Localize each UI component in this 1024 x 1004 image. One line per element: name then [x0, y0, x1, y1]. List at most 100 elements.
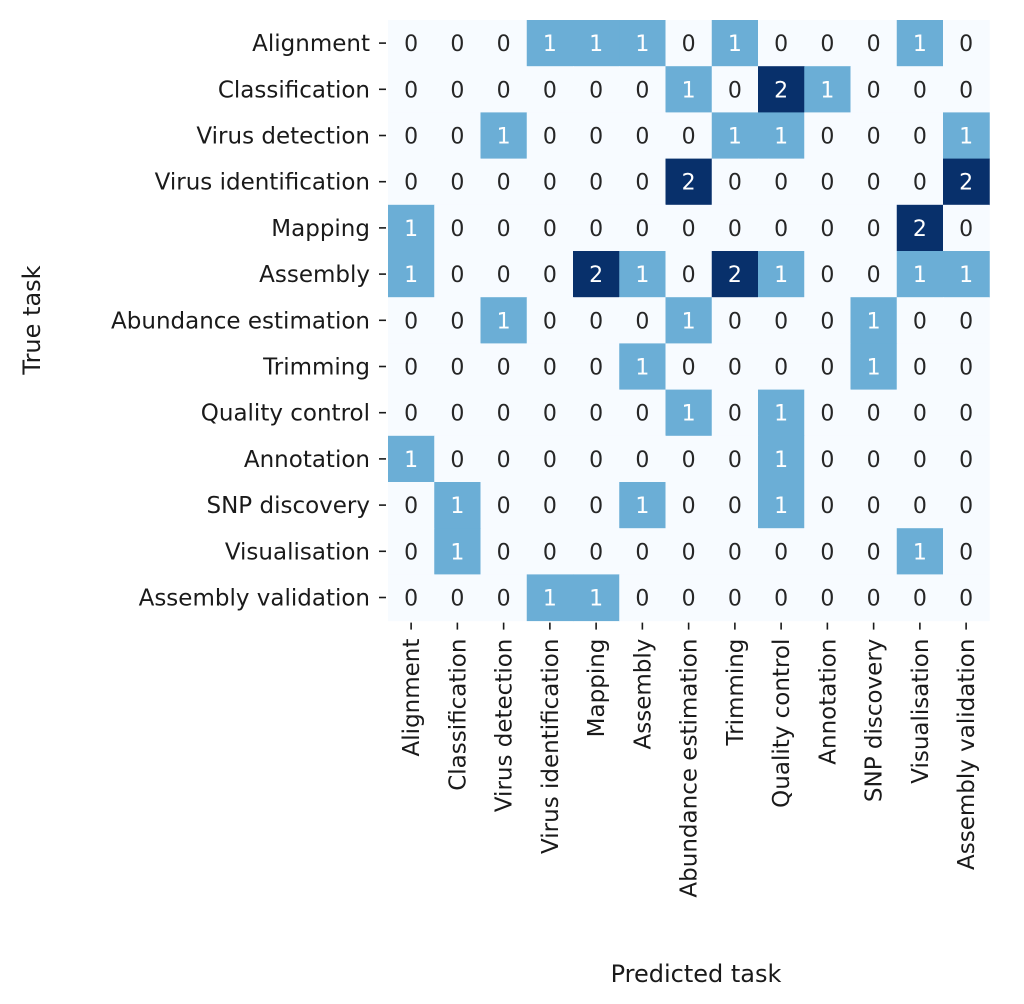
heatmap-cell-r2-c10	[850, 112, 898, 160]
heatmap-cell-label-r1-c11: 0	[913, 78, 927, 103]
heatmap-cell-r7-c5	[619, 343, 666, 391]
heatmap-cell-r12-c5	[619, 574, 666, 622]
heatmap-cell-label-r2-c10: 0	[867, 125, 881, 150]
heatmap-cell-r0-c1	[434, 20, 481, 67]
y-tick-label-assembly-validation: Assembly validation	[139, 586, 370, 612]
heatmap-cell-label-r3-c11: 0	[913, 171, 927, 196]
heatmap-cell-r3-c11	[896, 158, 944, 206]
y-tick-label-abundance-estimation: Abundance estimation	[111, 308, 370, 334]
heatmap-cell-label-r3-c3: 0	[543, 171, 557, 196]
heatmap-cell-label-r11-c8: 0	[774, 540, 788, 565]
heatmap-cell-label-r1-c7: 0	[728, 78, 742, 103]
heatmap-cell-r1-c11	[896, 66, 944, 113]
heatmap-cell-label-r11-c0: 0	[404, 540, 418, 565]
heatmap-cell-r2-c1	[434, 112, 481, 160]
heatmap-cell-r1-c2	[480, 66, 528, 113]
heatmap-cell-r5-c0	[388, 251, 435, 298]
heatmap-cell-label-r4-c1: 0	[450, 217, 464, 242]
heatmap-cell-label-r6-c5: 0	[635, 309, 649, 334]
heatmap-cell-r11-c4	[573, 528, 620, 575]
heatmap-cell-label-r3-c6: 2	[682, 171, 696, 196]
x-tick-label-quality-control: Quality control	[769, 639, 795, 808]
heatmap-cell-r1-c5	[619, 66, 666, 113]
heatmap-cell-r4-c2	[480, 204, 528, 252]
x-tick-label-assembly-validation: Assembly validation	[954, 639, 980, 870]
heatmap-cell-label-r0-c3: 1	[543, 32, 557, 57]
heatmap-cell-r9-c12	[943, 435, 990, 483]
heatmap-cell-r12-c3	[526, 574, 574, 622]
heatmap-cell-label-r7-c6: 0	[682, 356, 696, 381]
heatmap-cell-label-r12-c6: 0	[682, 587, 696, 612]
heatmap-cell-label-r3-c5: 0	[635, 171, 649, 196]
y-tick-label-quality-control: Quality control	[201, 401, 370, 427]
heatmap-cell-r9-c5	[619, 435, 666, 483]
heatmap-cell-r0-c2	[480, 20, 528, 67]
heatmap-cell-r2-c4	[573, 112, 620, 160]
heatmap-cell-r6-c4	[573, 297, 620, 344]
heatmap-cell-label-r8-c11: 0	[913, 402, 927, 427]
x-tick-label-snp-discovery: SNP discovery	[862, 639, 888, 803]
heatmap-cell-label-r7-c2: 0	[497, 356, 511, 381]
heatmap-cell-r11-c8	[758, 528, 805, 575]
heatmap-cell-r3-c10	[850, 158, 898, 206]
heatmap-cell-r8-c12	[943, 389, 990, 437]
heatmap-cell-label-r3-c2: 0	[497, 171, 511, 196]
heatmap-cell-r10-c3	[526, 482, 574, 529]
heatmap-cell-r3-c7	[711, 158, 759, 206]
heatmap-cell-r2-c0	[388, 112, 435, 160]
heatmap-cell-label-r9-c3: 0	[543, 448, 557, 473]
heatmap-cell-label-r6-c3: 0	[543, 309, 557, 334]
heatmap-cell-label-r0-c11: 1	[913, 32, 927, 57]
heatmap-cell-label-r3-c9: 0	[820, 171, 834, 196]
y-tick-label-alignment: Alignment	[252, 31, 370, 57]
heatmap-cell-label-r3-c1: 0	[450, 171, 464, 196]
heatmap-cell-r6-c1	[434, 297, 481, 344]
heatmap-cell-label-r4-c0: 1	[404, 217, 418, 242]
heatmap-cell-label-r12-c8: 0	[774, 587, 788, 612]
heatmap-cell-label-r0-c4: 1	[589, 32, 603, 57]
heatmap-cell-r12-c0	[388, 574, 435, 622]
heatmap-cell-label-r0-c0: 0	[404, 32, 418, 57]
heatmap-cell-r3-c4	[573, 158, 620, 206]
heatmap-cell-r0-c8	[758, 20, 805, 67]
heatmap-cell-r5-c7	[711, 251, 759, 298]
heatmap-cell-r0-c5	[619, 20, 666, 67]
heatmap-cell-label-r0-c1: 0	[450, 32, 464, 57]
heatmap-cell-label-r8-c1: 0	[450, 402, 464, 427]
heatmap-cell-r12-c4	[573, 574, 620, 622]
x-tick-label-trimming: Trimming	[723, 639, 749, 747]
heatmap-cell-r2-c3	[526, 112, 574, 160]
x-tick-label-alignment: Alignment	[399, 639, 425, 757]
heatmap-cell-r6-c12	[943, 297, 990, 344]
heatmap-cell-label-r1-c9: 1	[820, 78, 834, 103]
heatmap-cell-label-r6-c12: 0	[959, 309, 973, 334]
heatmap-cell-label-r12-c5: 0	[635, 587, 649, 612]
x-tick-label-mapping: Mapping	[584, 639, 610, 738]
heatmap-cell-label-r2-c2: 1	[497, 125, 511, 150]
heatmap-cell-label-r8-c7: 0	[728, 402, 742, 427]
heatmap-cell-r3-c0	[388, 158, 435, 206]
heatmap-cell-r9-c11	[896, 435, 944, 483]
heatmap-cell-r3-c2	[480, 158, 528, 206]
heatmap-cell-label-r11-c11: 1	[913, 540, 927, 565]
heatmap-cell-label-r6-c1: 0	[450, 309, 464, 334]
heatmap-cell-label-r2-c11: 0	[913, 125, 927, 150]
heatmap-cell-r6-c8	[758, 297, 805, 344]
heatmap-cell-r1-c7	[711, 66, 759, 113]
heatmap-cell-r8-c8	[758, 389, 805, 437]
heatmap-cell-r3-c5	[619, 158, 666, 206]
heatmap-cell-r4-c7	[711, 204, 759, 252]
heatmap-cell-r10-c10	[850, 482, 898, 529]
heatmap-cell-r9-c0	[388, 435, 435, 483]
heatmap-cell-label-r10-c7: 0	[728, 494, 742, 519]
heatmap-cell-label-r5-c4: 2	[589, 263, 603, 288]
heatmap-cell-r11-c9	[804, 528, 851, 575]
heatmap-cell-r3-c3	[526, 158, 574, 206]
heatmap-cell-label-r4-c5: 0	[635, 217, 649, 242]
heatmap-cell-label-r2-c7: 1	[728, 125, 742, 150]
heatmap-cell-r5-c5	[619, 251, 666, 298]
heatmap-cell-r5-c9	[804, 251, 851, 298]
heatmap-cell-r0-c4	[573, 20, 620, 67]
heatmap-cell-label-r10-c0: 0	[404, 494, 418, 519]
heatmap-cell-label-r8-c3: 0	[543, 402, 557, 427]
